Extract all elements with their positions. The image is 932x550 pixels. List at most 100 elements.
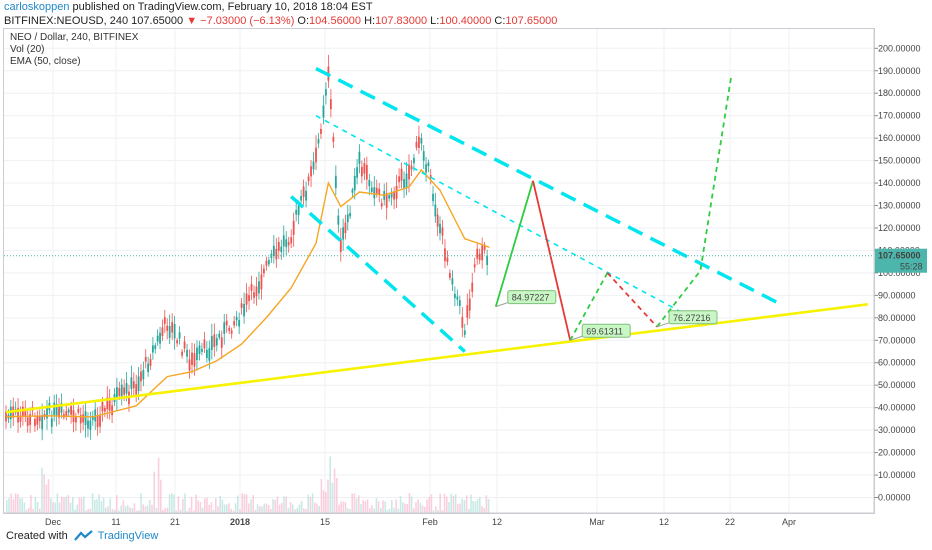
candle-body	[380, 203, 383, 207]
volume-bar	[399, 495, 402, 513]
volume-bar	[344, 502, 347, 513]
volume-bar	[204, 498, 206, 513]
tradingview-logo-icon[interactable]	[73, 530, 94, 542]
candle-body	[173, 324, 176, 339]
volume-bar	[133, 503, 136, 513]
y-tick-label: 180.00000	[878, 88, 921, 98]
x-tick-label: Mar	[589, 517, 605, 527]
volume-bar	[171, 493, 173, 513]
volume-bar	[190, 496, 193, 513]
candle-body	[77, 408, 80, 413]
candle-body	[267, 260, 270, 265]
candle-body	[305, 190, 307, 201]
candle-body	[116, 387, 118, 400]
candle-body	[118, 388, 121, 396]
volume-bar	[63, 497, 65, 513]
candle-body	[38, 416, 41, 422]
projection-path	[606, 272, 658, 328]
price-label-box	[581, 323, 631, 338]
volume-bar	[250, 499, 252, 513]
volume-bar	[274, 499, 276, 513]
volume-bar	[298, 504, 301, 513]
candle-body	[106, 397, 109, 410]
candle-body	[346, 214, 349, 223]
volume-bar	[457, 503, 459, 513]
candle-body	[473, 264, 476, 268]
volume-bar	[45, 484, 48, 513]
volume-bar	[448, 502, 450, 513]
volume-bar	[362, 500, 364, 513]
candle-body	[94, 409, 97, 422]
x-tick-label: 11	[111, 517, 120, 527]
volume-bar	[454, 494, 457, 513]
volume-bar	[91, 493, 94, 513]
candle-body	[458, 300, 461, 307]
volume-bar	[281, 502, 283, 513]
candle-body	[215, 338, 218, 346]
projection-path	[656, 75, 733, 328]
volume-bar	[105, 507, 107, 513]
legend-ema[interactable]: EMA (50, close)	[10, 56, 81, 67]
volume-bar	[52, 502, 54, 513]
candle-body	[201, 348, 203, 352]
volume-bar	[116, 495, 118, 513]
y-tick-label: 80.00000	[878, 313, 916, 323]
y-tick-label: 200.00000	[878, 43, 921, 53]
candle-body	[329, 99, 332, 110]
candle-body	[351, 189, 354, 193]
volume-bar	[318, 506, 320, 513]
candle-body	[193, 353, 196, 367]
volume-bar	[34, 497, 37, 513]
candle-body	[87, 420, 89, 429]
volume-bar	[314, 502, 316, 513]
price-label-text: 84.97227	[512, 293, 550, 303]
legend-vol[interactable]: Vol (20)	[10, 44, 45, 55]
volume-bar	[384, 501, 386, 513]
candle-body	[243, 304, 245, 317]
volume-bar	[452, 496, 455, 513]
volume-bar	[149, 500, 151, 513]
volume-bar	[476, 499, 479, 513]
candle-body	[408, 164, 410, 180]
y-tick-label: 130.00000	[878, 201, 921, 211]
volume-bar	[428, 496, 430, 513]
volume-bar	[386, 509, 389, 513]
candle-body	[439, 223, 441, 234]
volume-bar	[188, 507, 191, 513]
volume-bar	[54, 502, 56, 513]
volume-bar	[415, 502, 417, 513]
candle-body	[89, 420, 92, 431]
candle-body	[356, 167, 358, 178]
candle-body	[429, 175, 432, 179]
candle-body	[427, 162, 430, 167]
volume-bar	[406, 504, 408, 513]
candle-body	[337, 215, 340, 225]
volume-bar	[270, 508, 272, 513]
volume-bar	[206, 497, 208, 513]
candle-body	[9, 406, 12, 420]
volume-bar	[32, 509, 34, 513]
candle-body	[370, 187, 373, 192]
volume-bar	[151, 504, 153, 513]
volume-bar	[243, 494, 246, 513]
volume-bar	[208, 504, 210, 513]
candle-body	[79, 415, 82, 424]
candle-body	[461, 317, 464, 328]
candle-body	[320, 128, 322, 134]
y-tick-label: 30.00000	[878, 425, 916, 435]
candle-body	[290, 237, 293, 244]
volume-bar	[175, 510, 177, 513]
candle-body	[230, 330, 233, 334]
volume-bar	[179, 509, 182, 513]
x-tick-label: 15	[320, 517, 330, 527]
volume-bar	[331, 482, 334, 513]
volume-bar	[256, 504, 259, 513]
volume-bar	[140, 493, 142, 513]
candle-body	[441, 227, 444, 236]
author-link[interactable]: carloskoppen	[4, 1, 70, 13]
tradingview-brand[interactable]: TradingView	[97, 530, 159, 542]
volume-bar	[443, 493, 446, 513]
candle-body	[91, 415, 94, 420]
candle-body	[368, 179, 371, 187]
